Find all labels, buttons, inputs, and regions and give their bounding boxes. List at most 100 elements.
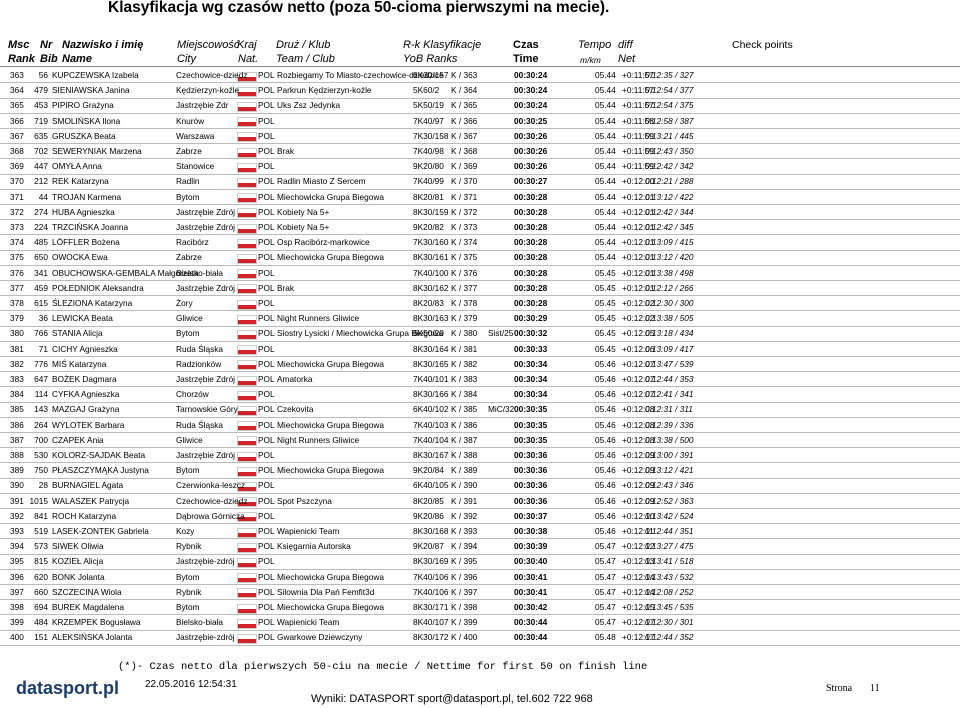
category: 8K30/161 — [413, 252, 449, 263]
column-header: Nr — [40, 39, 53, 51]
rank: 372 — [10, 206, 24, 217]
flag — [237, 633, 257, 644]
city: Żory — [176, 298, 193, 308]
column-header: Miejscowość — [177, 39, 240, 51]
flag — [237, 421, 257, 432]
class-rank: K / 388 — [451, 450, 478, 460]
bib: 519 — [34, 526, 48, 536]
net: 0:12:31 / 311 — [645, 404, 693, 415]
time: 00:30:28 — [514, 282, 548, 293]
flag — [237, 542, 257, 553]
net: 0:12:52 / 363 — [645, 495, 694, 506]
pace: 05.45 — [595, 282, 616, 293]
column-subheader: Team / Club — [276, 53, 335, 65]
name: BUREK Magdalena — [52, 602, 124, 612]
time: 00:30:28 — [514, 222, 548, 232]
time: 00:30:24 — [514, 100, 548, 111]
row-separator — [0, 128, 960, 129]
row-separator — [0, 158, 960, 160]
city: Jastrzębie-zdrój — [176, 632, 235, 643]
class-rank: K / 367 — [451, 130, 478, 141]
net: 0:12:43 / 350 — [645, 146, 694, 156]
name: MAZGAJ Grażyna — [52, 404, 120, 415]
time: 00:30:36 — [514, 480, 548, 491]
name: ROCH Katarzyna — [52, 510, 117, 521]
category: 8K30/164 — [413, 343, 449, 354]
net: 0:12:39 / 336 — [645, 419, 694, 430]
net: 0:12:43 / 346 — [645, 480, 694, 491]
flag — [237, 162, 257, 173]
class-rank: K / 383 — [451, 374, 478, 384]
class-rank: K / 381 — [451, 343, 478, 354]
diff: +0:12:07 — [622, 389, 655, 400]
bib: 647 — [34, 374, 48, 384]
net: 0:13:21 / 445 — [645, 130, 694, 141]
flag — [237, 603, 257, 614]
row-separator — [0, 356, 960, 357]
flag — [237, 345, 257, 356]
flag — [237, 436, 257, 447]
name: KUPCZEWSKA Izabela — [52, 70, 139, 80]
name: CICHY Agnieszka — [52, 343, 118, 354]
diff: +0:12:02 — [622, 313, 655, 324]
row-separator — [0, 462, 960, 464]
nat: POL — [258, 450, 275, 460]
diff: +0:12:05 — [622, 328, 655, 339]
bib: 485 — [34, 237, 48, 248]
nat: POL — [258, 465, 275, 476]
class-rank: K / 400 — [451, 632, 478, 643]
team: Radlin Miasto Z Sercem — [277, 176, 366, 187]
flag — [237, 527, 257, 538]
net: 0:13:09 / 417 — [645, 343, 694, 354]
team: Siostry Lysicki / Miechowicka Grupa Bieg… — [277, 328, 444, 339]
net: 0:12:35 / 327 — [645, 70, 694, 80]
name: BONK Jolanta — [52, 571, 105, 582]
flag — [237, 405, 257, 416]
name: TRZCIŃSKA Joanna — [52, 222, 129, 232]
nat: POL — [258, 237, 275, 248]
city: Zabrze — [176, 146, 202, 156]
diff: +0:12:07 — [622, 374, 655, 384]
time: 00:30:37 — [514, 510, 548, 521]
time: 00:30:38 — [514, 526, 548, 536]
rank: 399 — [10, 617, 24, 628]
time: 00:30:33 — [514, 343, 548, 354]
rank: 374 — [10, 237, 24, 248]
bib: 620 — [34, 571, 48, 582]
pace: 05.44 — [595, 100, 616, 111]
time: 00:30:34 — [514, 389, 548, 400]
net: 0:13:43 / 532 — [645, 571, 694, 582]
row-separator — [0, 310, 960, 312]
diff: +0:11:57 — [622, 70, 654, 80]
class-rank: K / 382 — [451, 358, 478, 369]
category: 8K30/167 — [413, 450, 449, 460]
nat: POL — [258, 571, 275, 582]
row-separator — [0, 340, 960, 342]
team: Wapienicki Team — [277, 526, 340, 536]
category: 7K40/106 — [413, 571, 449, 582]
diff: +0:12:06 — [622, 343, 655, 354]
city: Kędzierzyn-koźle — [176, 85, 240, 96]
diff: +0:11:57 — [622, 100, 654, 111]
diff: +0:12:15 — [622, 602, 655, 612]
row-separator — [0, 82, 960, 84]
flag — [237, 132, 257, 143]
row-separator — [0, 295, 960, 297]
class-rank: K / 368 — [451, 146, 478, 156]
category: 8K20/85 — [413, 495, 444, 506]
class-rank: K / 397 — [451, 586, 478, 597]
team: Night Runners Gliwice — [277, 313, 360, 324]
team: Osp Racibórz-markowice — [277, 237, 370, 248]
column-subheader: Bib — [40, 53, 58, 65]
net: 0:13:45 / 535 — [645, 602, 694, 612]
nat: POL — [258, 632, 275, 643]
city: Zabrze — [176, 252, 202, 263]
team: Parkrun Kędzierzyn-koźle — [277, 85, 372, 96]
city: Radlin — [176, 176, 200, 187]
city: Knurów — [176, 115, 205, 126]
diff: +0:11:59 — [622, 161, 654, 172]
net: 0:12:42 / 344 — [645, 206, 694, 217]
diff: +0:12:09 — [622, 465, 655, 476]
time: 00:30:39 — [514, 541, 548, 552]
pace: 05.47 — [595, 556, 616, 567]
